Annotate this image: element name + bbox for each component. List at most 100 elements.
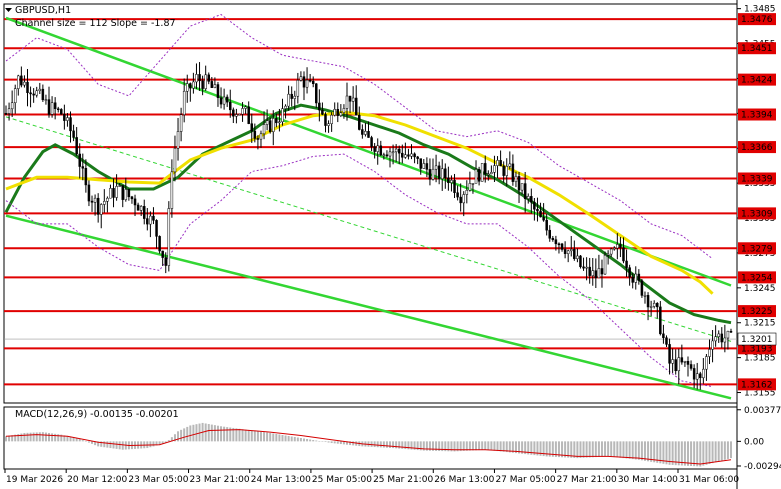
macd-histogram-bar [333, 441, 336, 444]
bar-body [10, 102, 14, 110]
macd-histogram-bar [637, 441, 640, 460]
bar-body [539, 210, 542, 218]
macd-histogram-bar [677, 441, 680, 466]
bar-body [566, 250, 570, 254]
bar-body [628, 267, 631, 278]
macd-histogram-bar [484, 441, 487, 450]
level-tag [738, 141, 776, 154]
bar-body [526, 196, 530, 200]
bar-body [149, 215, 152, 225]
level-tag [738, 13, 776, 26]
y-tick-label: 1.3485 [744, 5, 776, 15]
macd-histogram-bar [468, 441, 471, 451]
macd-histogram-bar [376, 441, 379, 448]
macd-histogram-bar [696, 441, 699, 467]
macd-histogram-bar [699, 441, 702, 467]
bar-body [471, 183, 475, 185]
macd-histogram-bar [413, 441, 416, 450]
macd-histogram-bar [622, 441, 625, 459]
macd-histogram-bar [327, 441, 330, 443]
macd-histogram-bar [401, 441, 404, 449]
bar-body [342, 108, 346, 113]
bar-body [115, 186, 118, 198]
macd-histogram-bar [259, 431, 262, 442]
macd-histogram-bar [481, 441, 484, 450]
macd-histogram-bar [720, 441, 723, 461]
bar-body [103, 201, 106, 205]
bar-body [142, 206, 146, 219]
bar-body [428, 169, 432, 180]
macd-histogram-bar [54, 433, 57, 442]
bar-body [259, 133, 263, 140]
bar-body [379, 145, 383, 156]
bar-body [256, 138, 260, 140]
bar-body [394, 148, 398, 153]
macd-histogram-bar [103, 441, 106, 448]
macd-histogram-bar [112, 441, 115, 449]
macd-histogram-bar [8, 435, 11, 442]
macd-histogram-bar [573, 441, 576, 458]
macd-histogram-bar [269, 432, 272, 442]
bar-body [487, 173, 490, 176]
channel-info: Channel size = 112 Slope = -1.87 [15, 18, 176, 29]
macd-histogram-bar [91, 441, 94, 444]
x-tick-label: 20 Mar 12:00 [67, 475, 127, 485]
x-tick-label: 23 Mar 21:00 [190, 475, 250, 485]
bar-body [616, 244, 619, 249]
moving-average-50 [5, 110, 714, 295]
macd-histogram-bar [5, 436, 7, 442]
macd-histogram-bar [287, 435, 290, 442]
macd-histogram-bar [511, 441, 514, 453]
macd-histogram-bar [318, 441, 321, 442]
bar-body [324, 114, 327, 126]
bar-body [41, 88, 45, 101]
macd-histogram-bar [247, 430, 250, 442]
bar-body [533, 201, 536, 210]
bar-body [210, 81, 214, 88]
macd-histogram-bar [570, 441, 573, 458]
macd-histogram-bar [650, 441, 653, 462]
bar-body [490, 172, 493, 175]
macd-histogram-bar [610, 441, 613, 457]
macd-histogram-bar [416, 441, 419, 451]
level-tag [738, 378, 776, 391]
bar-body [711, 340, 714, 350]
macd-histogram-bar [192, 424, 195, 442]
dropdown-triangle-icon[interactable] [5, 8, 12, 12]
bar-body [229, 101, 232, 111]
x-tick-label: 24 Mar 13:00 [251, 475, 311, 485]
bar-body [597, 268, 601, 279]
current-price-label: 1.3201 [741, 335, 773, 345]
bar-body [354, 97, 358, 116]
bar-body [723, 337, 727, 343]
macd-histogram-bar [496, 441, 499, 452]
macd-histogram-bar [404, 441, 407, 450]
macd-histogram-bar [462, 441, 465, 451]
bar-body [315, 83, 318, 104]
bar-body [308, 79, 312, 82]
bar-body [594, 270, 598, 279]
bar-body [158, 236, 161, 252]
macd-histogram-bar [78, 438, 81, 442]
bar-body [502, 165, 505, 176]
bar-body [146, 218, 149, 225]
level-tag-label: 1.3476 [741, 15, 773, 25]
bar-body [186, 83, 189, 92]
macd-histogram-bar [671, 441, 674, 465]
macd-histogram-bar [229, 427, 232, 442]
macd-histogram-bar [370, 441, 373, 447]
level-tag-label: 1.3451 [741, 44, 773, 54]
macd-histogram-bar [20, 433, 23, 442]
bar-body [634, 273, 638, 283]
x-tick-label: 27 Mar 05:00 [495, 475, 555, 485]
bar-body [493, 165, 496, 173]
chart-title: GBPUSD,H1 [15, 5, 71, 16]
bar-body [84, 167, 88, 186]
bar-body [511, 163, 515, 182]
bar-body [268, 120, 272, 132]
y-tick-label: 1.3155 [744, 389, 776, 399]
macd-histogram-bar [26, 432, 29, 442]
macd-histogram-bar [284, 435, 287, 442]
macd-histogram-bar [155, 441, 158, 446]
